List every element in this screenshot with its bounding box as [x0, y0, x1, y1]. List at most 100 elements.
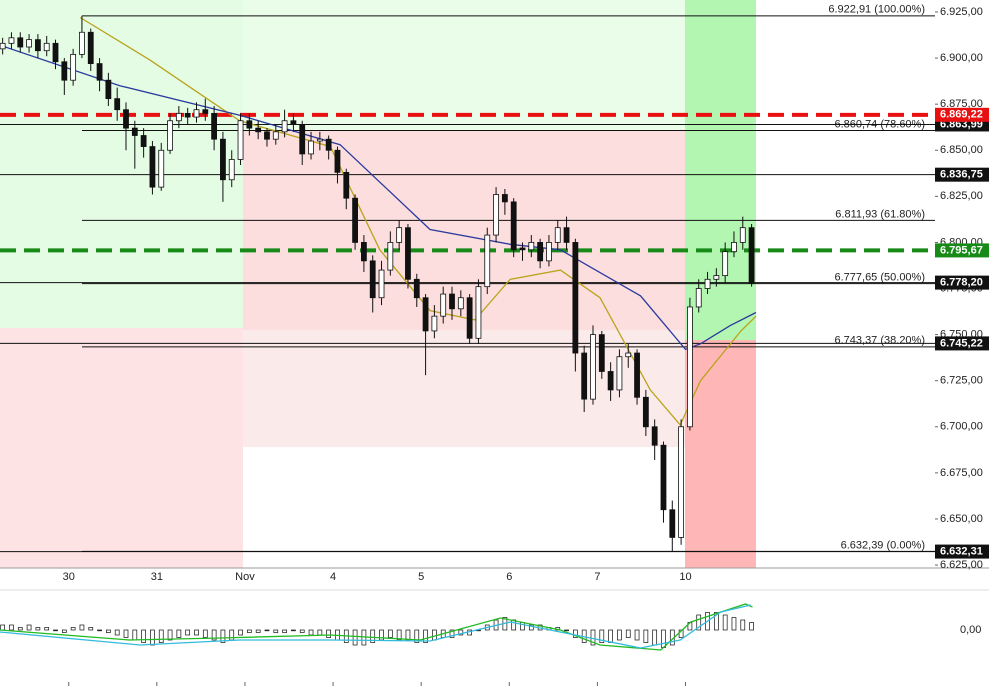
y-tick-label: 6.725,00 — [940, 375, 983, 387]
histogram-bar — [26, 624, 32, 631]
candle-body — [466, 297, 473, 339]
line-series — [0, 603, 753, 651]
candle-body — [484, 234, 491, 288]
candle-body — [184, 112, 191, 118]
line-series — [79, 16, 757, 427]
candle-body — [131, 127, 138, 136]
candle-body — [572, 242, 579, 354]
histogram-bar — [273, 629, 279, 633]
histogram-bar — [458, 629, 464, 636]
candle-body — [554, 227, 561, 243]
histogram-bar — [167, 629, 173, 641]
candle-body — [0, 42, 6, 50]
y-tick-label: 6.850,00 — [940, 144, 983, 156]
candle-body — [228, 159, 235, 181]
candle-body — [678, 426, 685, 538]
histogram-bar — [141, 629, 146, 643]
zone — [685, 340, 756, 568]
histogram-bar — [617, 629, 622, 641]
candle-body — [158, 149, 165, 188]
price-badge-label: 6.778,20 — [940, 277, 983, 289]
candle-body — [378, 269, 385, 299]
candle-body — [651, 426, 658, 446]
candle-body — [290, 120, 297, 125]
x-tick-label: 6 — [506, 571, 512, 583]
histogram-bar — [696, 614, 702, 631]
candle-body — [343, 171, 350, 199]
candle-body — [105, 79, 112, 100]
x-tick-label: 5 — [418, 571, 424, 583]
histogram-bar — [61, 629, 67, 633]
histogram-bar — [405, 629, 411, 641]
histogram-bar — [202, 629, 208, 638]
x-tick-label: 7 — [594, 571, 600, 583]
candle-body — [687, 306, 693, 428]
histogram-bar — [652, 629, 658, 646]
histogram-bar — [749, 622, 754, 631]
zone — [685, 0, 756, 340]
candle-body — [299, 124, 306, 155]
candle-body — [352, 197, 358, 243]
x-tick-label: 10 — [679, 571, 691, 583]
candle-body — [642, 396, 649, 428]
candle-body — [17, 37, 24, 48]
candle-body — [616, 356, 623, 391]
candle-body — [237, 120, 244, 160]
candle-body — [449, 293, 455, 310]
candle-body — [387, 242, 394, 271]
candle-body — [748, 227, 755, 284]
candle-body — [607, 371, 614, 391]
candle-body — [96, 63, 103, 81]
candle-body — [704, 278, 711, 289]
histogram-bar — [97, 629, 102, 632]
histogram-bar — [79, 624, 85, 631]
price-badge-label: 6.795,67 — [940, 244, 983, 256]
price-badge-label: 6.836,75 — [940, 169, 983, 181]
candle-body — [501, 194, 508, 203]
candle-body — [731, 242, 737, 253]
histogram-bar — [661, 629, 666, 648]
candle-body — [26, 39, 32, 48]
histogram-bar — [158, 629, 164, 643]
y-tick-label: 6.700,00 — [940, 421, 983, 433]
histogram-bar — [150, 629, 155, 646]
histogram-bar — [255, 629, 261, 633]
histogram-bar — [264, 629, 270, 632]
histogram-bar — [317, 629, 323, 636]
histogram-bar — [713, 612, 719, 631]
histogram-bar — [132, 629, 138, 641]
candle-body — [202, 109, 209, 114]
fib-label: 6.922,91 (100.00%) — [828, 4, 925, 16]
candle-body — [431, 315, 438, 332]
histogram-bar — [528, 624, 534, 631]
histogram-bar — [326, 629, 332, 638]
price-badge-label: 6.632,31 — [940, 545, 983, 557]
zone — [243, 130, 685, 330]
y-tick-label: 6.625,00 — [940, 559, 983, 571]
histogram-bar — [423, 629, 428, 643]
candle-body — [70, 53, 77, 81]
histogram-bar — [106, 629, 111, 633]
histogram-bar — [722, 614, 728, 631]
x-tick-label: 4 — [330, 571, 336, 583]
histogram-bar — [185, 629, 191, 636]
candle-body — [510, 201, 517, 251]
candle-body — [114, 98, 121, 111]
histogram-bar — [449, 629, 455, 638]
histogram-bar — [432, 629, 437, 641]
candle-body — [590, 334, 596, 400]
histogram-bar — [238, 629, 243, 636]
histogram-bar — [608, 629, 613, 643]
candle-body — [255, 127, 262, 133]
y-tick-label: 6.825,00 — [940, 190, 983, 202]
candle-body — [440, 293, 447, 317]
histogram-bar — [194, 629, 199, 636]
histogram-bar — [299, 629, 305, 633]
y-tick-label: 6.925,00 — [940, 6, 983, 18]
candle-body — [246, 120, 253, 129]
candle-body — [308, 140, 314, 155]
price-badge — [935, 275, 989, 290]
candle-body — [34, 39, 41, 52]
indicator-tick-label: 0,00 — [960, 624, 981, 636]
